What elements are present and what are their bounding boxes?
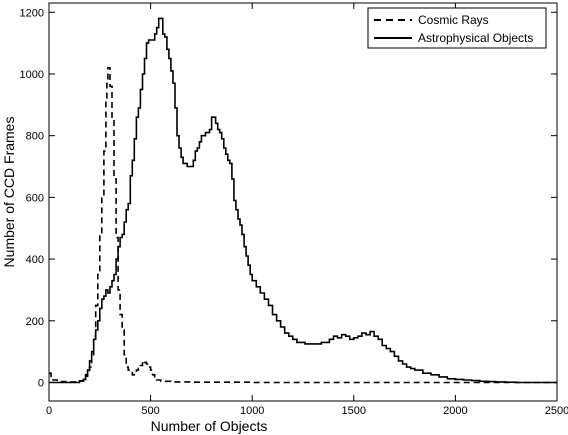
y-tick-label: 800	[26, 131, 44, 143]
y-axis-title: Number of CCD Frames	[1, 117, 17, 268]
y-tick-label: 600	[26, 192, 44, 204]
x-tick-label: 0	[46, 405, 52, 417]
x-tick-label: 500	[141, 405, 159, 417]
y-tick-label: 200	[26, 316, 44, 328]
ticks-layer: 0 500 1000 1500 2000 2500 0 200 400 600 800 1000 120…	[20, 3, 568, 417]
series-line-cosmic-rays	[49, 67, 557, 384]
series-layer	[49, 17, 557, 384]
x-tick-label: 1500	[342, 405, 366, 417]
y-tick-label: 1000	[20, 69, 44, 81]
y-tick-label: 1200	[20, 7, 44, 19]
plot-border	[48, 2, 558, 402]
legend-box	[367, 7, 547, 49]
x-axis-title: Number of Objects	[151, 418, 268, 434]
y-tick-label: 400	[26, 254, 44, 266]
legend: Cosmic Rays Astrophysical Objects	[367, 7, 547, 49]
series-line-astrophysical-objects	[49, 17, 557, 384]
x-tick-label: 2500	[545, 405, 568, 417]
y-tick-label: 0	[38, 377, 44, 389]
plot-frame	[48, 2, 558, 402]
legend-label-cosmic-rays: Cosmic Rays	[418, 13, 489, 27]
x-tick-label: 1000	[240, 405, 264, 417]
x-tick-label: 2000	[443, 405, 467, 417]
legend-label-astrophysical-objects: Astrophysical Objects	[418, 31, 533, 45]
